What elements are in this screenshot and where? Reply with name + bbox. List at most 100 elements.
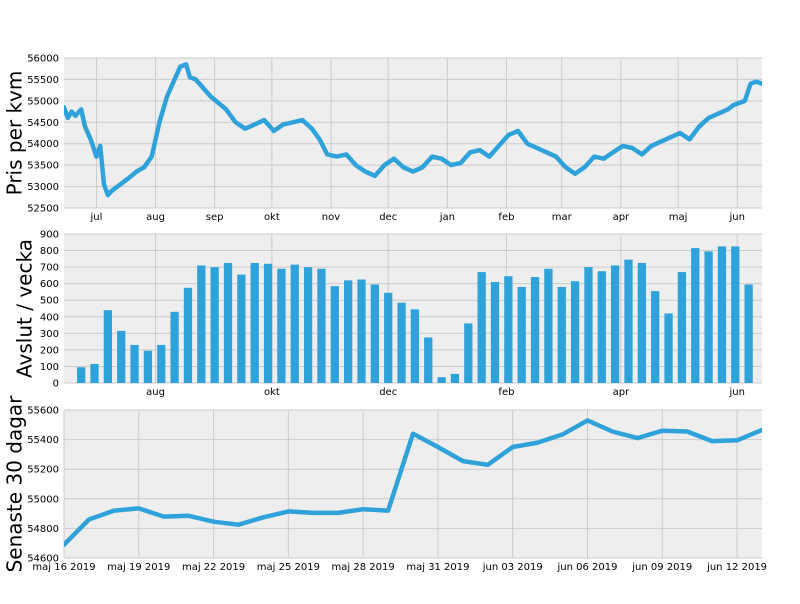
weekly-sales-bar <box>77 367 86 383</box>
x-tick-label: maj <box>669 212 688 223</box>
x-tick-label: jan <box>439 212 455 223</box>
y-tick-label: 55200 <box>27 465 59 476</box>
y-tick-label: 900 <box>40 230 59 241</box>
y-tick-label: 55000 <box>27 96 59 107</box>
weekly-sales-bar <box>517 286 526 383</box>
weekly-sales-bar <box>170 311 179 383</box>
y-tick-label: 52500 <box>27 204 59 215</box>
weekly-sales-bar <box>90 363 99 383</box>
x-tick-label: maj 28 2019 <box>332 562 395 573</box>
x-tick-label: jun 03 2019 <box>482 562 543 573</box>
weekly-sales-bar <box>223 262 233 383</box>
weekly-sales-bar <box>303 267 313 383</box>
weekly-sales-bar <box>570 281 580 383</box>
x-tick-label: maj 16 2019 <box>32 562 95 573</box>
y-tick-label: 500 <box>40 296 59 307</box>
weekly-sales-bar <box>263 263 273 383</box>
y-tick-label: 100 <box>40 362 59 373</box>
weekly-sales-bar <box>717 246 727 383</box>
x-tick-label: jun <box>728 212 744 223</box>
y-tick-label: 54500 <box>27 118 59 129</box>
y-tick-label: 55600 <box>27 406 59 417</box>
weekly-sales-bar <box>330 286 339 383</box>
weekly-sales-bar <box>103 310 113 383</box>
x-tick-label: sep <box>206 212 224 223</box>
x-tick-label: dec <box>379 212 397 223</box>
x-tick-label: aug <box>146 212 165 223</box>
price-per-sqm-panel: 52500 53000 53500 54000 54500 55000 55500 56000… <box>3 54 762 223</box>
price-line <box>64 418 762 547</box>
weekly-sales-bar <box>530 277 540 383</box>
weekly-sales-bar <box>637 262 646 383</box>
x-tick-label: apr <box>613 387 630 398</box>
y-tick-label: 54800 <box>27 524 59 535</box>
weekly-sales-bar <box>250 262 259 383</box>
weekly-sales-bar <box>210 267 219 383</box>
weekly-sales-bar <box>277 268 286 383</box>
last-30-days-panel: 54600 54800 55000 55200 55400 55600 maj 16 201… <box>3 395 768 573</box>
weekly-sales-bar <box>117 330 126 383</box>
plot-background <box>64 58 762 208</box>
y-tick-label: 300 <box>40 329 59 340</box>
weekly-sales-bar <box>317 268 326 383</box>
y-tick-label: 55000 <box>27 494 59 505</box>
x-tick-label: nov <box>322 212 340 223</box>
x-tick-label: jun <box>728 387 744 398</box>
weekly-sales-bar <box>143 350 153 383</box>
x-tick-label: aug <box>146 387 165 398</box>
x-tick-label: jun 06 2019 <box>557 562 618 573</box>
weekly-sales-bar <box>490 282 500 383</box>
x-tick-label: maj 31 2019 <box>406 562 469 573</box>
weekly-sales-bar <box>477 272 486 383</box>
y-tick-label: 400 <box>40 312 59 323</box>
y-tick-label: 53000 <box>27 182 59 193</box>
weekly-sales-bar <box>397 302 406 383</box>
y-axis-label: Senaste 30 dagar <box>3 395 27 573</box>
weekly-sales-bar <box>344 280 353 383</box>
weekly-sales-bar <box>450 373 460 383</box>
y-axis-label: Avslut / vecka <box>13 239 37 378</box>
x-tick-label: mar <box>552 212 573 223</box>
x-tick-label: apr <box>613 212 630 223</box>
weekly-sales-bar <box>624 259 633 383</box>
y-tick-label: 200 <box>40 345 59 356</box>
y-tick-label: 700 <box>40 263 59 274</box>
weekly-sales-panel: 0 100 200 300 400 500 600 700 800 900 aug okt dec feb… <box>13 230 762 398</box>
y-tick-label: 55400 <box>27 435 59 446</box>
weekly-sales-bar <box>130 344 139 383</box>
weekly-sales-bar <box>197 265 206 383</box>
x-tick-label: okt <box>264 387 280 398</box>
weekly-sales-bar <box>664 313 673 383</box>
x-tick-label: feb <box>498 212 514 223</box>
x-tick-label: jun 09 2019 <box>631 562 692 573</box>
weekly-sales-bar <box>704 251 713 383</box>
x-tick-label: jul <box>89 212 102 223</box>
y-tick-label: 0 <box>53 379 59 390</box>
weekly-sales-bar <box>464 323 473 383</box>
y-tick-label: 54000 <box>27 139 59 150</box>
weekly-sales-bar <box>557 286 566 383</box>
y-tick-label: 800 <box>40 246 59 257</box>
weekly-sales-bar <box>424 337 433 383</box>
x-tick-label: maj 19 2019 <box>107 562 170 573</box>
weekly-sales-bar <box>437 377 446 383</box>
weekly-sales-bar <box>370 284 379 383</box>
weekly-sales-bar <box>677 272 687 383</box>
y-tick-label: 56000 <box>27 54 59 65</box>
y-tick-label: 600 <box>40 279 59 290</box>
x-tick-label: jun 12 2019 <box>706 562 767 573</box>
weekly-sales-bar <box>410 309 420 383</box>
weekly-sales-bar <box>544 268 553 383</box>
weekly-sales-bar <box>611 265 620 383</box>
weekly-sales-bar <box>691 248 700 383</box>
y-tick-label: 53500 <box>27 161 59 172</box>
y-axis-label: Pris per kvm <box>3 71 27 196</box>
weekly-sales-bar <box>584 267 593 383</box>
weekly-sales-bar <box>384 292 393 383</box>
x-tick-label: feb <box>498 387 514 398</box>
x-tick-label: dec <box>379 387 397 398</box>
weekly-sales-bar <box>731 246 740 383</box>
weekly-sales-bar <box>744 284 753 383</box>
y-tick-label: 54600 <box>27 554 59 565</box>
